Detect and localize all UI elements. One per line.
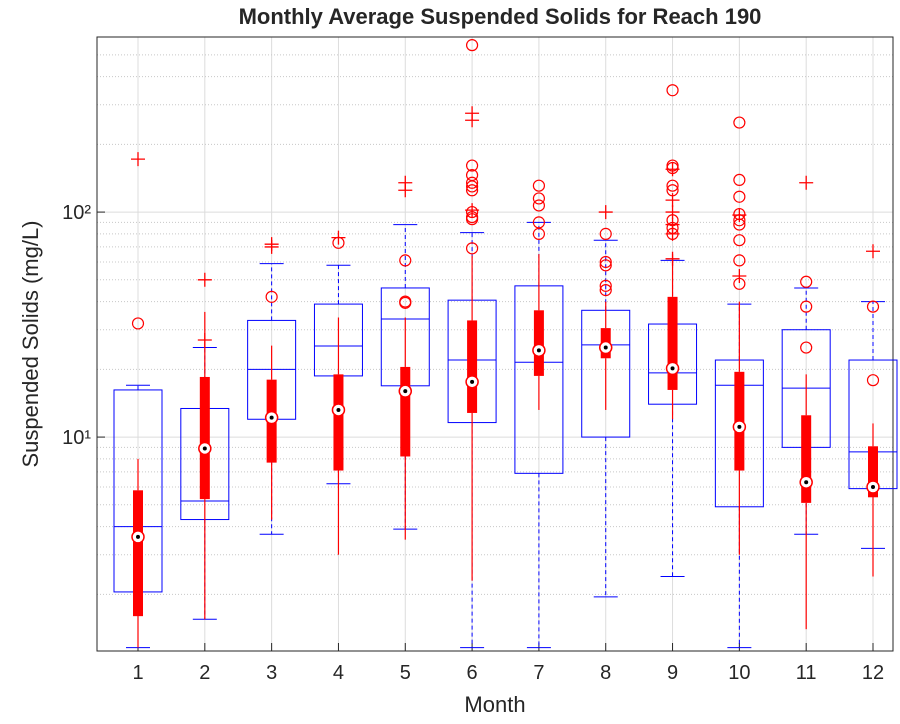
outlier (532, 216, 546, 229)
outlier (599, 255, 612, 269)
x-tick-label: 2 (199, 662, 210, 684)
outlier (800, 341, 813, 354)
outlier (666, 221, 679, 235)
chart-title: Monthly Average Suspended Solids for Rea… (239, 4, 762, 29)
outlier (800, 300, 813, 313)
outlier (532, 179, 546, 192)
outlier (399, 254, 412, 267)
outlier (733, 234, 746, 247)
outlier (264, 237, 279, 252)
box (801, 415, 812, 503)
median-dot (202, 446, 207, 451)
median-dot (871, 484, 875, 489)
median-dot (336, 407, 341, 412)
median-dot (470, 379, 475, 384)
outlier (465, 176, 479, 189)
outlier (465, 159, 479, 172)
outlier (733, 214, 746, 227)
x-axis-label: Month (464, 692, 525, 717)
box (333, 374, 344, 471)
median-dot (403, 389, 408, 394)
outlier (599, 284, 612, 297)
outlier (131, 317, 145, 330)
box (199, 376, 210, 500)
outlier (665, 205, 680, 220)
x-tick-label: 9 (667, 662, 678, 684)
outlier (733, 173, 746, 187)
x-tick-label: 4 (333, 662, 344, 684)
box (467, 320, 478, 413)
outlier (732, 268, 747, 283)
box (533, 310, 544, 376)
outlier (866, 300, 880, 313)
box (667, 296, 678, 390)
median-dot (737, 424, 742, 429)
median-dot (136, 534, 140, 539)
outlier (465, 106, 480, 121)
outlier (666, 84, 679, 97)
plot-frame (96, 36, 894, 652)
median-dot (804, 480, 809, 485)
outlier (599, 279, 612, 292)
outlier (733, 207, 746, 221)
outlier (532, 199, 546, 212)
outlier (733, 254, 746, 267)
outlier (666, 184, 679, 197)
median-dot (536, 348, 541, 353)
outlier (399, 295, 412, 308)
median-dot (603, 345, 608, 350)
outlier (733, 116, 746, 129)
outlier (866, 244, 880, 259)
outlier (866, 374, 880, 387)
x-tick-label: 8 (600, 662, 611, 684)
outlier (599, 227, 612, 240)
x-tick-label: 7 (533, 662, 544, 684)
x-tick-label: 3 (266, 662, 277, 684)
y-axis-label: Suspended Solids (mg/L) (18, 220, 43, 467)
outlier (799, 175, 814, 190)
x-tick-label: 5 (400, 662, 411, 684)
y-tick-label: 10¹ (62, 427, 91, 449)
outlier (666, 179, 679, 192)
outlier (465, 184, 479, 197)
box (400, 366, 411, 457)
outlier (598, 205, 613, 220)
box (868, 446, 878, 498)
outlier (733, 190, 746, 203)
outlier (465, 210, 479, 224)
outlier (131, 152, 145, 167)
outlier (666, 227, 679, 240)
outlier (733, 277, 746, 290)
outlier (197, 272, 212, 287)
outlier (599, 259, 612, 272)
x-tick-label: 12 (862, 662, 884, 684)
x-tick-label: 6 (467, 662, 478, 684)
outlier (465, 205, 479, 219)
outlier (332, 236, 345, 249)
x-tick-label: 1 (132, 662, 143, 684)
outlier (666, 214, 679, 227)
median-dot (670, 366, 675, 371)
outlier (265, 290, 278, 303)
outlier (465, 242, 479, 255)
y-tick-label: 10² (62, 202, 91, 224)
box (133, 490, 143, 617)
outlier (532, 192, 546, 205)
outlier (398, 175, 413, 190)
outlier (465, 169, 479, 182)
x-tick-label: 11 (796, 662, 817, 684)
x-tick-label: 10 (728, 662, 750, 684)
outlier (800, 275, 813, 288)
outlier (465, 39, 479, 52)
median-dot (269, 415, 274, 420)
outlier (666, 159, 679, 172)
